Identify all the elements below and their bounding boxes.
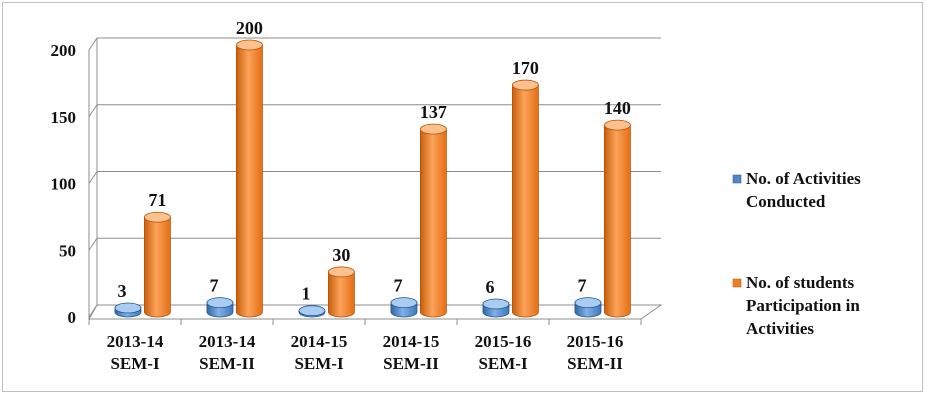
data-label: 3 [117,281,126,301]
x-tick-label: SEM-II [383,354,439,373]
x-tick-label: 2014-15 [291,332,348,351]
legend-label: Participation in [746,296,860,315]
x-tick-label: 2013-14 [107,332,164,351]
x-tick-label: 2015-16 [567,332,624,351]
bar-body [236,44,263,318]
bar-top [419,123,447,135]
data-label: 71 [148,190,166,210]
side-gridline [88,37,98,51]
legend-label: No. of Activities [746,169,861,188]
data-label: 1 [301,284,310,304]
data-label: 30 [332,245,350,265]
bar-top [574,297,602,309]
bar-top [235,39,263,51]
x-tick-label: SEM-I [478,354,528,373]
x-tick-label: SEM-I [294,354,344,373]
bar-top [482,298,510,310]
y-tick-label: 150 [51,108,77,127]
bar-body [420,128,447,318]
data-label: 170 [512,58,539,78]
legend-marker [732,278,742,288]
x-tick-label: 2015-16 [475,332,532,351]
legend-label: Conducted [746,192,826,211]
legend-label: Activities [746,319,814,338]
data-label: 140 [604,98,631,118]
data-label: 7 [577,276,586,296]
bar-body [328,271,355,318]
bar-body [604,124,631,318]
bar-body [512,84,539,318]
x-tick-label: SEM-I [110,354,160,373]
x-tick-label: 2013-14 [199,332,256,351]
side-gridline [88,171,98,184]
y-tick-label: 0 [68,308,77,327]
bar-top [143,211,171,223]
y-tick-label: 200 [51,41,77,60]
x-tick-label: SEM-II [567,354,623,373]
bar-top [206,297,234,309]
bar-top [390,297,418,309]
data-label: 7 [393,276,402,296]
y-tick-label: 50 [59,241,76,260]
bar-top [327,266,355,278]
data-label: 200 [236,18,263,38]
bar-top [512,79,539,91]
side-gridline [88,104,98,118]
bar-chart: 0 50 100 150 200 2013-14 SEM-I 2013-14 SEM-II 201… [51,18,862,373]
data-label: 6 [485,277,494,297]
side-gridline [88,237,98,251]
data-label: 7 [209,276,218,296]
bar-top [298,305,326,317]
x-tick-label: SEM-II [199,354,255,373]
bar-top [114,302,142,314]
bar-top [604,119,631,131]
y-tick-label: 100 [51,175,77,194]
legend-marker [732,174,742,184]
data-label: 137 [420,102,447,122]
x-tick-label: 2014-15 [383,332,440,351]
legend-label: No. of students [746,273,855,292]
bar-body [144,216,171,318]
